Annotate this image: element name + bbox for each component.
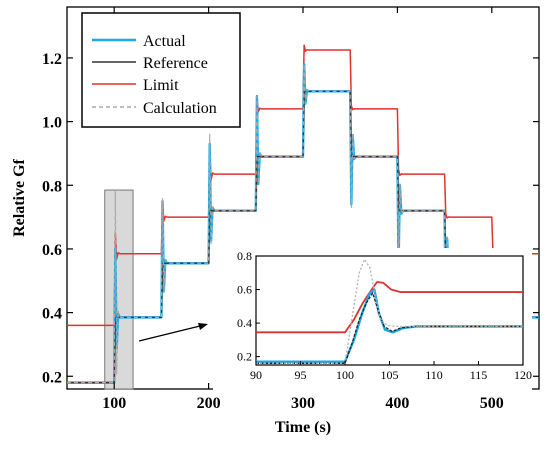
x-tick-label: 500 [480,395,504,412]
series-line-calculation [67,63,539,384]
inset-y-tick-label: 0.8 [237,249,252,263]
inset-background [213,248,532,393]
inset-x-tick-label: 100 [336,368,354,382]
zoom-arrow [138,323,208,342]
y-axis-title: Relative Gf [11,158,28,236]
legend-label-calculation: Calculation [143,100,217,117]
inset-series-line-calculation [256,258,523,364]
inset-y-tick-label: 0.4 [237,316,252,330]
inset-y-tick-label: 0.6 [237,283,252,297]
inset-x-tick-label: 115 [470,368,488,382]
legend-box [81,12,241,128]
highlight-region [104,189,134,390]
inset-y-tick-label: 0.2 [237,350,252,364]
inset-x-tick-label: 110 [425,368,443,382]
y-tick-label: 0.2 [42,369,62,386]
legend-label-actual: Actual [143,33,186,50]
inset-x-tick-label: 120 [514,368,532,382]
x-tick-label: 300 [291,395,315,412]
y-tick-label: 1.2 [42,51,62,68]
x-tick-label: 200 [197,395,221,412]
x-axis-title: Time (s) [275,419,331,436]
y-tick-label: 0.4 [42,306,62,323]
inset-series-line-reference [256,292,523,364]
legend-label-limit: Limit [143,77,179,94]
inset-x-tick-label: 95 [295,368,307,382]
y-tick-label: 1.0 [42,115,62,132]
inset-x-tick-label: 90 [250,368,262,382]
y-tick-label: 0.8 [42,178,62,195]
legend-label-reference: Reference [143,55,208,72]
inset-x-tick-label: 105 [381,368,399,382]
y-tick-label: 0.6 [42,242,62,259]
inset-chart: 90 95 100 105 110 115 120 0.2 0.4 0.6 0.8 [213,248,532,393]
x-tick-label: 100 [102,395,126,412]
legend: Actual Reference Limit Calculation [81,12,241,128]
x-tick-label: 400 [385,395,409,412]
